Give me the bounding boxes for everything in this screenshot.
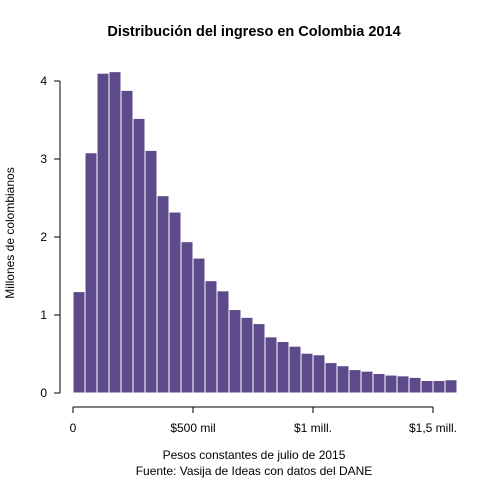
histogram-bar xyxy=(372,373,386,394)
x-tick-label: $1 mill. xyxy=(294,421,332,435)
histogram-bar xyxy=(276,341,290,394)
histogram-bar xyxy=(312,354,326,394)
x-tick-label: $500 mil xyxy=(170,421,215,435)
histogram-bar xyxy=(108,71,122,394)
histogram-bar xyxy=(384,374,398,394)
chart-title: Distribución del ingreso en Colombia 201… xyxy=(107,24,400,40)
histogram-bar xyxy=(336,365,350,394)
histogram-bar xyxy=(84,152,98,394)
histogram-bar xyxy=(192,257,206,394)
y-tick-label: 4 xyxy=(40,74,47,88)
y-tick-label: 1 xyxy=(40,308,47,322)
y-tick-label: 2 xyxy=(40,230,47,244)
histogram-bar xyxy=(264,336,278,394)
histogram-bar xyxy=(408,376,422,394)
histogram-bar xyxy=(72,291,86,394)
histogram-bar xyxy=(288,345,302,394)
histogram-bar xyxy=(348,369,362,394)
y-tick-label: 0 xyxy=(40,386,47,400)
histogram-bar xyxy=(168,211,182,394)
x-tick-label: 0 xyxy=(70,421,77,435)
histogram-bar xyxy=(432,380,446,394)
y-axis-label: Millones de colombianos xyxy=(3,167,17,298)
histogram-bar xyxy=(396,375,410,394)
histogram-bar xyxy=(300,352,314,394)
histogram-bar xyxy=(228,309,242,394)
histogram-bar xyxy=(240,316,254,394)
x-axis: 0 $500 mil $1 mill. $1,5 mill. xyxy=(70,406,457,435)
y-axis: 0 1 2 3 4 xyxy=(40,74,61,400)
histogram-bar xyxy=(216,290,230,394)
histogram-bar xyxy=(120,89,134,394)
y-tick-label: 3 xyxy=(40,152,47,166)
bars-group xyxy=(72,71,458,394)
histogram-bar xyxy=(252,323,266,394)
x-tick-label: $1,5 mill. xyxy=(409,421,457,435)
chart-caption: Fuente: Vasija de Ideas con datos del DA… xyxy=(136,464,373,478)
histogram-bar xyxy=(444,379,458,394)
histogram-bar xyxy=(420,380,434,394)
histogram-bar xyxy=(204,280,218,394)
histogram-bar xyxy=(360,370,374,394)
histogram-bar xyxy=(96,72,110,394)
histogram-bar xyxy=(132,117,146,394)
histogram-bar xyxy=(324,362,338,394)
histogram-bar xyxy=(156,195,170,394)
x-axis-label: Pesos constantes de julio de 2015 xyxy=(163,448,346,462)
histogram-bar xyxy=(144,149,158,394)
histogram-bar xyxy=(180,241,194,394)
